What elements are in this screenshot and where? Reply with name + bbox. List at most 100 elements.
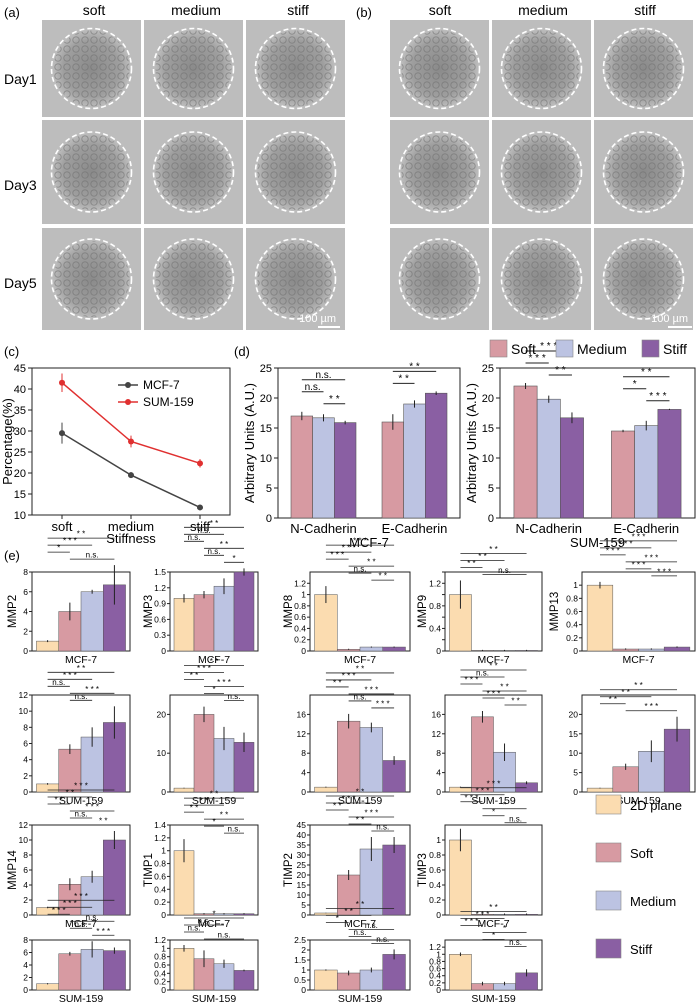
- bar: [611, 430, 635, 519]
- significance-label: n.s.: [509, 814, 522, 823]
- significance-label: * * *: [342, 795, 356, 804]
- significance-label: * *: [190, 804, 198, 813]
- y-tick-label: 2: [23, 771, 28, 781]
- category-label: N-Cadherin: [290, 521, 356, 536]
- spheroid-texture: [53, 30, 130, 107]
- bar: [634, 425, 659, 519]
- legend-swatch: [595, 938, 622, 959]
- legend-swatch: [489, 339, 508, 358]
- spheroid-texture: [503, 241, 580, 317]
- legend-label: Medium: [630, 894, 676, 909]
- significance-label: * * *: [632, 560, 646, 569]
- spheroid-outline: [398, 238, 481, 320]
- col-header-soft: soft: [83, 2, 106, 18]
- y-tick-label: 0.2: [429, 895, 441, 905]
- spheroid-outline: [602, 27, 685, 110]
- spheroid-texture: [257, 241, 334, 317]
- spheroid-outline: [152, 238, 235, 320]
- y-tick-label: 2: [23, 973, 28, 983]
- gene-label: TIMP3: [417, 853, 429, 887]
- significance-label: * *: [220, 540, 228, 549]
- significance-label: n.s.: [476, 669, 489, 678]
- micrograph-tile: [492, 228, 591, 330]
- significance-label: n.s.: [365, 921, 378, 930]
- legend-label: MCF-7: [143, 378, 180, 392]
- significance-label: * * *: [85, 803, 99, 812]
- significance-label: * *: [398, 373, 409, 384]
- significance-label: * *: [500, 683, 508, 692]
- data-point: [59, 430, 65, 437]
- micrograph-tile: [42, 228, 141, 330]
- significance-label: * *: [356, 900, 364, 909]
- legend-label: Stiff: [663, 341, 687, 357]
- y-tick-label: 5: [488, 483, 494, 495]
- y-tick-label: 0: [23, 985, 28, 995]
- y-tick-label: 15: [297, 880, 307, 890]
- y-tick-label: 0.8: [154, 859, 166, 869]
- y-tick-label: 0: [161, 787, 166, 797]
- y-tick-label: 0.6: [566, 607, 578, 617]
- gene-label: MMP14: [7, 850, 19, 890]
- significance-label: * *: [190, 671, 198, 680]
- significance-label: * *: [356, 816, 364, 825]
- y-tick-label: 20: [14, 468, 26, 480]
- significance-label: n.s.: [198, 917, 211, 926]
- y-tick-label: 0.6: [154, 614, 166, 624]
- bar: [58, 953, 82, 991]
- row-header-day1: Day1: [4, 71, 37, 87]
- significance-label: n.s.: [75, 810, 88, 819]
- y-tick-label: 8: [436, 748, 441, 758]
- x-tick-label: stiff: [190, 519, 210, 534]
- significance-label: *: [503, 924, 506, 933]
- y-tick-label: 6: [23, 587, 28, 597]
- spheroid-outline: [398, 131, 481, 213]
- y-tick-label: 0.6: [154, 960, 166, 970]
- significance-label: * *: [609, 695, 617, 704]
- y-tick-label: 1.2: [429, 578, 441, 588]
- legend-label: Medium: [577, 341, 627, 357]
- x-tick-label: soft: [52, 519, 73, 534]
- bar: [449, 954, 472, 991]
- y-tick-label: 15: [14, 489, 26, 501]
- y-tick-label: 1.2: [154, 833, 166, 843]
- legend-label: Soft: [511, 341, 536, 357]
- y-tick-label: 0.4: [566, 620, 578, 630]
- panel-b-column-headers: soft medium stiff: [429, 2, 656, 18]
- cell-line-label: MCF-7: [477, 654, 509, 666]
- chart-MMP13_SUM159: 0 5 10 15 20 SUM-159 * * * * * * * * *: [569, 681, 696, 807]
- bar: [233, 571, 255, 652]
- significance-label: * * *: [364, 809, 378, 818]
- significance-label: * * *: [364, 685, 378, 694]
- y-tick-label: 0.8: [429, 850, 441, 860]
- significance-label: * * *: [644, 553, 658, 562]
- significance-label: * *: [367, 558, 375, 567]
- y-tick-label: 0: [301, 910, 306, 920]
- significance-label: * * *: [85, 685, 99, 694]
- significance-label: * *: [641, 367, 652, 378]
- legend-marker: [125, 399, 131, 405]
- spheroid-outline: [50, 27, 133, 110]
- spheroid-texture: [53, 134, 130, 210]
- spheroid-outline: [50, 238, 133, 320]
- spheroid-outline: [398, 27, 481, 110]
- significance-label: * *: [356, 788, 364, 797]
- significance-label: * * *: [353, 537, 367, 546]
- y-tick-label: 1: [436, 949, 441, 959]
- y-tick-label: 6: [23, 948, 28, 958]
- bar: [103, 950, 126, 991]
- significance-label: n.s.: [376, 823, 389, 832]
- spheroid-texture: [155, 30, 232, 107]
- bar: [290, 415, 313, 519]
- y-tick-label: 1: [436, 835, 441, 845]
- micrograph-tile: [390, 20, 489, 117]
- y-tick-label: 15: [482, 423, 494, 435]
- data-point: [128, 472, 134, 479]
- y-tick-label: 20: [482, 393, 494, 405]
- significance-label: * * *: [63, 537, 77, 546]
- significance-label: n.s.: [218, 931, 231, 940]
